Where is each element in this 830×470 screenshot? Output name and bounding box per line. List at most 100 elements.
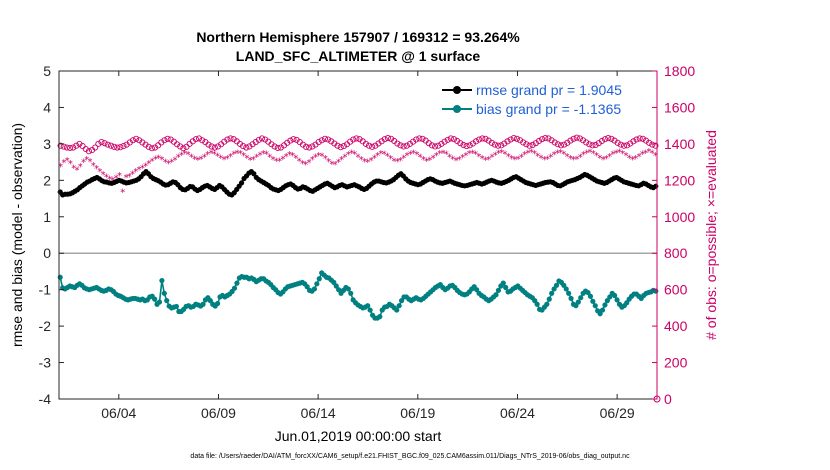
bias-point — [549, 290, 555, 296]
possible-obs-point — [526, 142, 533, 149]
possible-obs-point — [164, 135, 171, 142]
evaluated-obs-point: * — [398, 156, 403, 167]
evaluated-obs-point: * — [326, 157, 331, 168]
possible-obs-point — [419, 135, 426, 142]
possible-obs-point — [488, 139, 495, 146]
evaluated-obs-point: * — [199, 154, 204, 165]
evaluated-obs-point: * — [571, 155, 576, 166]
y-right-tick-label: 600 — [664, 282, 688, 298]
evaluated-obs-point: * — [179, 150, 184, 161]
evaluated-obs-point: * — [300, 159, 305, 170]
evaluated-obs-point: * — [349, 149, 354, 160]
y-axis-left: -4 -3 -2 -1 0 1 2 3 4 5 — [39, 63, 64, 407]
bias-point — [592, 303, 598, 309]
evaluated-obs-point: * — [620, 149, 625, 160]
bias-point — [164, 298, 170, 304]
evaluated-obs-point: * — [127, 172, 132, 183]
possible-obs-point — [583, 139, 590, 146]
bias-point — [156, 299, 163, 305]
possible-obs-point — [545, 135, 552, 142]
plot-area — [59, 71, 657, 399]
possible-obs-point — [104, 141, 111, 148]
evaluated-obs-point: * — [342, 152, 347, 163]
possible-obs-point — [551, 139, 558, 146]
possible-obs-point — [457, 140, 464, 147]
evaluated-obs-point: * — [476, 152, 481, 163]
possible-obs-point — [145, 143, 152, 150]
evaluated-obs-point: * — [123, 173, 128, 184]
evaluated-obs-point: * — [146, 159, 151, 170]
evaluated-obs-point: * — [529, 148, 534, 159]
possible-obs-point — [630, 138, 637, 145]
evaluated-obs-point: * — [231, 150, 236, 161]
y-right-tick-label: 1400 — [664, 136, 695, 152]
possible-obs-point — [539, 136, 546, 143]
bias-point — [396, 303, 402, 309]
evaluated-obs-point: * — [538, 154, 543, 165]
evaluated-obs-point: * — [169, 158, 174, 169]
evaluated-obs-point: * — [150, 156, 155, 167]
evaluated-obs-point: * — [251, 155, 256, 166]
possible-obs-point — [315, 139, 322, 146]
evaluated-obs-point: * — [375, 151, 380, 162]
evaluated-obs-point: * — [271, 155, 276, 166]
possible-obs-point — [520, 139, 527, 146]
evaluated-obs-point: * — [516, 154, 521, 165]
bias-point — [568, 295, 574, 302]
bias-point — [493, 292, 499, 298]
evaluated-obs-point: * — [356, 152, 361, 163]
evaluated-obs-point: * — [421, 155, 426, 166]
possible-obs-point — [542, 135, 549, 142]
y-tick-label: 1 — [43, 209, 51, 225]
evaluated-obs-point: * — [143, 161, 148, 172]
possible-obs-point — [413, 136, 420, 143]
evaluated-obs-point: * — [614, 148, 619, 159]
evaluated-obs-point: * — [61, 158, 66, 169]
chart-title: Northern Hemisphere 157907 / 169312 = 93… — [196, 29, 520, 45]
possible-obs-point — [435, 142, 442, 149]
evaluated-obs-point: * — [437, 149, 442, 160]
evaluated-obs-point: * — [140, 164, 145, 175]
evaluated-obs-point: * — [84, 155, 89, 166]
evaluated-obs-point: * — [369, 156, 374, 167]
evaluated-obs-point: * — [218, 154, 223, 165]
possible-obs-point — [337, 144, 344, 151]
evaluated-obs-point: * — [101, 170, 106, 181]
evaluated-obs-point: * — [280, 154, 285, 165]
y-tick-label: -1 — [39, 282, 52, 298]
evaluated-obs-point: * — [274, 157, 279, 168]
possible-obs-point — [381, 136, 388, 143]
evaluated-obs-point: * — [225, 154, 230, 165]
evaluated-obs-point: * — [254, 153, 259, 164]
evaluated-obs-point: * — [222, 155, 227, 166]
y-axis-label: rmse and bias (model - observation) — [9, 123, 25, 347]
evaluated-obs-point: * — [633, 154, 638, 165]
possible-obs-point — [570, 135, 577, 142]
possible-obs-point — [624, 142, 631, 149]
possible-obs-point — [403, 142, 410, 149]
evaluated-obs-point: * — [176, 153, 181, 164]
y-right-tick-label: 1600 — [664, 99, 695, 115]
bias-point — [345, 286, 351, 292]
evaluated-obs-point: * — [457, 155, 462, 166]
evaluated-obs-point: * — [604, 154, 609, 165]
rmse-point — [238, 180, 245, 186]
possible-obs-point — [303, 143, 310, 150]
x-axis: 06/04 06/09 06/14 06/19 06/24 06/29 — [101, 71, 635, 421]
evaluated-obs-point: * — [581, 150, 586, 161]
possible-obs-point — [180, 145, 187, 152]
possible-obs-point — [447, 135, 454, 142]
x-tick-label: 06/24 — [500, 405, 535, 421]
possible-obs-point — [472, 138, 480, 145]
evaluated-obs-point: * — [506, 152, 511, 163]
possible-obs-point — [586, 141, 593, 148]
evaluated-obs-point: * — [208, 149, 213, 160]
possible-obs-point — [85, 148, 92, 155]
evaluated-obs-point: * — [395, 157, 400, 168]
evaluated-obs-point: * — [542, 155, 547, 166]
possible-obs-point — [416, 135, 423, 142]
possible-obs-point — [428, 142, 436, 149]
possible-obs-point — [633, 136, 640, 143]
possible-obs-point — [98, 139, 105, 146]
